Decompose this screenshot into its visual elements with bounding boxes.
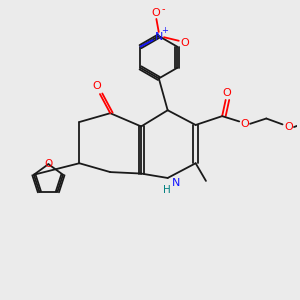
Text: -: - <box>162 4 165 14</box>
Text: O: O <box>240 119 249 129</box>
Text: O: O <box>152 8 160 18</box>
Text: N: N <box>172 178 180 188</box>
Text: N: N <box>154 32 163 42</box>
Text: O: O <box>44 159 52 169</box>
Text: O: O <box>180 38 189 47</box>
Text: O: O <box>223 88 231 98</box>
Text: O: O <box>92 81 101 91</box>
Text: O: O <box>284 122 293 132</box>
Text: H: H <box>163 185 171 195</box>
Text: +: + <box>161 26 168 35</box>
